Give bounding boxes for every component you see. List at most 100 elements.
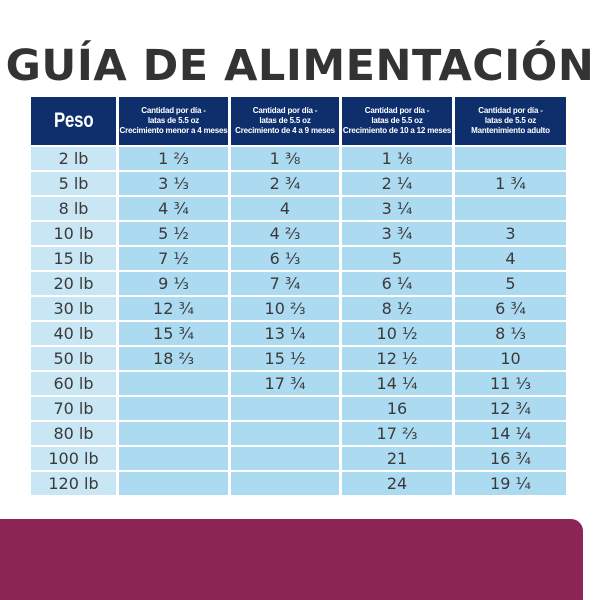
header-line: Crecimiento de 10 a 12 meses [342,126,452,135]
cell-weight: 40 lb [31,322,116,345]
cell-growth-10-to-12-months: 21 [342,447,452,470]
header-adult-maintenance: Cantidad por día - latas de 5.5 oz Mante… [455,97,566,145]
cell-growth-under-4-months: 15 ¾ [119,322,228,345]
header-weight-label: Peso [53,109,94,132]
cell-growth-10-to-12-months: 1 ⅛ [342,147,452,170]
cell-growth-4-to-9-months [231,472,339,495]
cell-growth-4-to-9-months: 17 ¾ [231,372,339,395]
cell-weight: 50 lb [31,347,116,370]
cell-growth-4-to-9-months: 1 ⅜ [231,147,339,170]
cell-growth-under-4-months: 3 ⅓ [119,172,228,195]
table-row: 120 lb 24 19 ¼ [31,472,566,495]
cell-growth-10-to-12-months: 12 ½ [342,347,452,370]
table-row: 80 lb 17 ⅔ 14 ¼ [31,422,566,445]
table-row: 70 lb 16 12 ¾ [31,397,566,420]
cell-adult-maintenance: 5 [455,272,566,295]
cell-growth-under-4-months [119,397,228,420]
cell-weight: 70 lb [31,397,116,420]
cell-growth-4-to-9-months [231,447,339,470]
cell-growth-10-to-12-months: 8 ½ [342,297,452,320]
header-line: Cantidad por día - [364,106,430,115]
cell-weight: 60 lb [31,372,116,395]
cell-adult-maintenance: 8 ⅓ [455,322,566,345]
cell-growth-4-to-9-months: 13 ¼ [231,322,339,345]
header-line: Crecimiento de 4 a 9 meses [235,126,335,135]
table-header-row: Peso Cantidad por día - latas de 5.5 oz … [31,97,566,145]
cell-growth-4-to-9-months [231,397,339,420]
cell-growth-4-to-9-months [231,422,339,445]
cell-adult-maintenance: 4 [455,247,566,270]
cell-adult-maintenance: 12 ¾ [455,397,566,420]
cell-adult-maintenance: 11 ⅓ [455,372,566,395]
header-growth-4-to-9-months: Cantidad por día - latas de 5.5 oz Creci… [231,97,339,145]
header-line: latas de 5.5 oz [371,116,423,125]
cell-growth-under-4-months: 18 ⅔ [119,347,228,370]
cell-growth-4-to-9-months: 2 ¾ [231,172,339,195]
cell-growth-10-to-12-months: 5 [342,247,452,270]
cell-adult-maintenance [455,147,566,170]
cell-growth-10-to-12-months: 16 [342,397,452,420]
header-line: latas de 5.5 oz [147,116,200,125]
cell-weight: 120 lb [31,472,116,495]
cell-growth-10-to-12-months: 3 ¾ [342,222,452,245]
cell-growth-under-4-months [119,372,228,395]
cell-adult-maintenance: 14 ¼ [455,422,566,445]
cell-growth-under-4-months: 4 ¾ [119,197,228,220]
cell-growth-under-4-months [119,472,228,495]
cell-growth-under-4-months [119,447,228,470]
cell-growth-under-4-months: 9 ⅓ [119,272,228,295]
header-line: Cantidad por día - [141,106,206,115]
cell-weight: 30 lb [31,297,116,320]
cell-adult-maintenance [455,197,566,220]
header-line: Cantidad por día - [252,106,318,115]
header-growth-under-4-months: Cantidad por día - latas de 5.5 oz Creci… [119,97,228,145]
cell-adult-maintenance: 6 ¾ [455,297,566,320]
cell-weight: 10 lb [31,222,116,245]
cell-growth-4-to-9-months: 4 [231,197,339,220]
cell-weight: 20 lb [31,272,116,295]
cell-growth-4-to-9-months: 10 ⅔ [231,297,339,320]
cell-growth-10-to-12-months: 6 ¼ [342,272,452,295]
cell-growth-4-to-9-months: 15 ½ [231,347,339,370]
cell-growth-10-to-12-months: 2 ¼ [342,172,452,195]
cell-weight: 100 lb [31,447,116,470]
cell-adult-maintenance: 19 ¼ [455,472,566,495]
table-row: 60 lb 17 ¾ 14 ¼ 11 ⅓ [31,372,566,395]
footer-band [0,519,583,600]
cell-growth-4-to-9-months: 7 ¾ [231,272,339,295]
cell-weight: 8 lb [31,197,116,220]
cell-adult-maintenance: 16 ¾ [455,447,566,470]
feeding-guide-table: Peso Cantidad por día - latas de 5.5 oz … [31,97,566,497]
cell-adult-maintenance: 1 ¾ [455,172,566,195]
page-title: GUÍA DE ALIMENTACIÓN [5,41,595,91]
cell-weight: 2 lb [31,147,116,170]
header-line: latas de 5.5 oz [484,116,537,125]
cell-adult-maintenance: 3 [455,222,566,245]
cell-growth-10-to-12-months: 3 ¼ [342,197,452,220]
header-line: Crecimiento menor a 4 meses [119,126,228,135]
header-line: Cantidad por día - [478,106,543,115]
cell-growth-4-to-9-months: 4 ⅔ [231,222,339,245]
cell-weight: 80 lb [31,422,116,445]
cell-adult-maintenance: 10 [455,347,566,370]
cell-growth-10-to-12-months: 14 ¼ [342,372,452,395]
table-row: 50 lb 18 ⅔ 15 ½ 12 ½ 10 [31,347,566,370]
header-line: latas de 5.5 oz [259,116,311,125]
cell-growth-under-4-months: 1 ⅔ [119,147,228,170]
cell-growth-10-to-12-months: 24 [342,472,452,495]
cell-growth-10-to-12-months: 17 ⅔ [342,422,452,445]
cell-weight: 15 lb [31,247,116,270]
cell-growth-under-4-months [119,422,228,445]
cell-weight: 5 lb [31,172,116,195]
cell-growth-under-4-months: 12 ¾ [119,297,228,320]
cell-growth-10-to-12-months: 10 ½ [342,322,452,345]
